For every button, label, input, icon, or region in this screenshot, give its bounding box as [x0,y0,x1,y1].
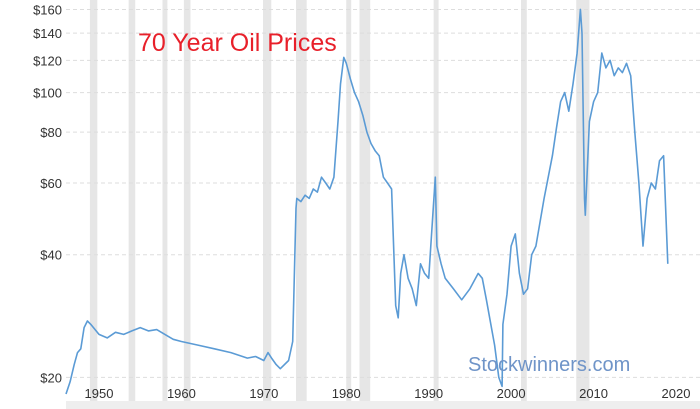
y-tick-label: $80 [40,125,62,140]
y-tick-label: $60 [40,176,62,191]
recession-band [521,0,527,401]
x-tick-label: 2020 [662,386,691,401]
y-tick-label: $40 [40,248,62,263]
recession-band [162,0,168,401]
x-axis-tick-labels: 1950 1960 1970 1980 1990 2000 2010 2020 [85,386,691,401]
y-tick-label: $100 [33,86,62,101]
x-tick-label: 2010 [579,386,608,401]
recession-band [576,0,590,401]
recession-band [346,0,352,401]
x-tick-label: 1980 [332,386,361,401]
chart-title: 70 Year Oil Prices [138,29,337,57]
recession-band [89,0,98,401]
recession-band [128,0,136,401]
x-tick-label: 1950 [85,386,114,401]
y-axis-tick-labels: $20 $40 $60 $80 $100 $120 $140 $160 [33,2,62,385]
y-tick-label: $140 [33,26,62,41]
x-tick-label: 1970 [249,386,278,401]
recession-band [359,0,371,401]
y-tick-label: $20 [40,370,62,385]
x-axis-band [66,401,700,409]
x-tick-label: 1990 [414,386,443,401]
grid-lines [66,8,700,378]
y-tick-label: $160 [33,2,62,17]
watermark: Stockwinners.com [468,354,630,376]
series-layer [65,8,669,395]
recession-band [183,0,191,401]
recession-band [263,0,272,401]
oil-price-series-line [65,8,669,395]
x-tick-label: 1960 [167,386,196,401]
x-tick-label: 2000 [497,386,526,401]
y-tick-label: $120 [33,53,62,68]
